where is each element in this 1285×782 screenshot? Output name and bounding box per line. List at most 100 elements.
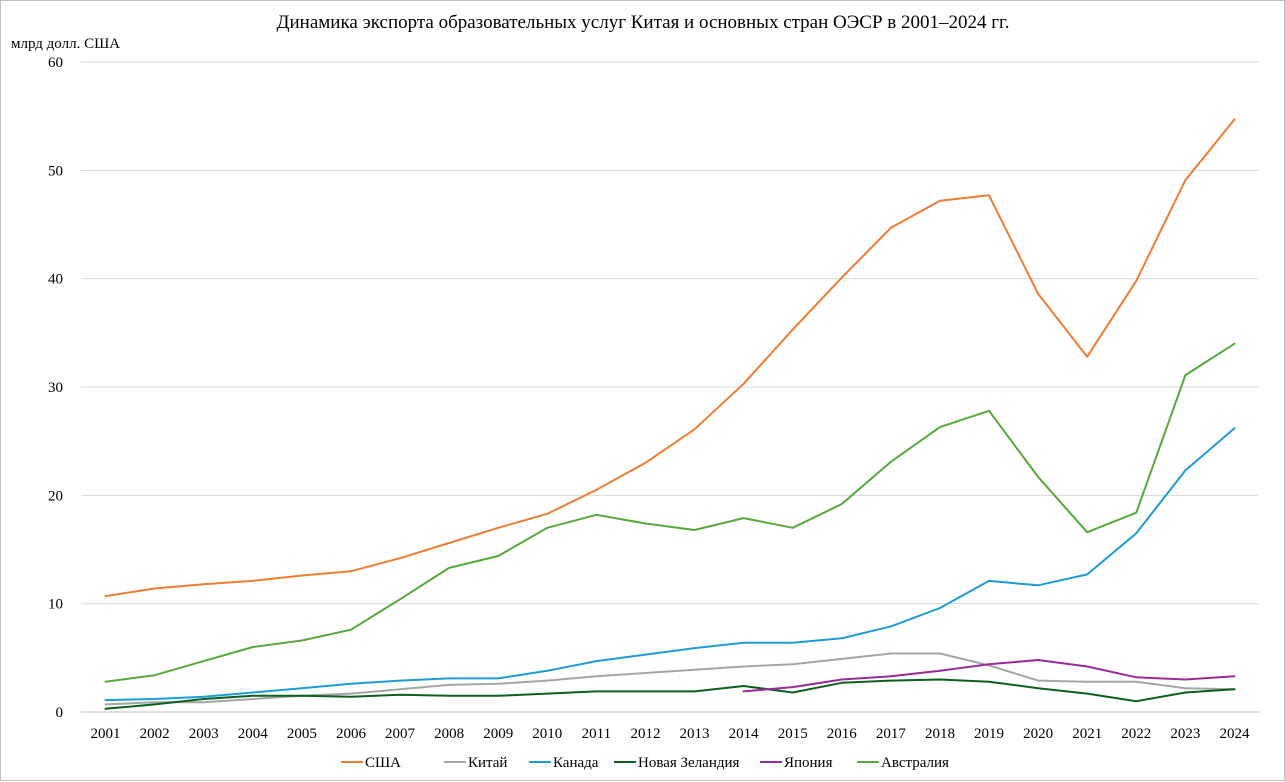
data-point	[742, 517, 745, 519]
series-points-2	[104, 427, 1236, 701]
data-point	[202, 696, 205, 698]
legend-item: Япония	[760, 755, 833, 771]
data-point	[840, 503, 843, 505]
data-point	[1135, 280, 1138, 282]
data-point	[251, 580, 254, 582]
data-point	[890, 625, 892, 628]
data-point	[988, 680, 990, 683]
data-point	[939, 678, 941, 681]
data-point	[104, 680, 107, 683]
legend-label: Япония	[784, 755, 833, 771]
y-tick-label: 50	[48, 163, 63, 179]
data-point	[1135, 532, 1138, 535]
data-point	[791, 641, 794, 644]
data-point	[742, 382, 745, 385]
x-tick-label: 2022	[1121, 726, 1151, 742]
data-point	[251, 694, 254, 697]
series-line-3	[104, 678, 1236, 710]
data-point	[644, 690, 647, 693]
data-point	[1135, 700, 1138, 702]
x-tick-label: 2024	[1219, 726, 1250, 742]
data-point	[791, 663, 794, 666]
data-point	[1184, 687, 1187, 689]
data-point	[791, 686, 794, 688]
data-point	[497, 555, 500, 557]
data-point	[988, 410, 990, 412]
data-point	[1086, 665, 1089, 668]
data-point	[546, 527, 549, 529]
series-points-0	[104, 118, 1236, 597]
data-point	[546, 512, 549, 515]
data-point	[399, 598, 401, 601]
data-point	[202, 583, 205, 585]
x-tick-label: 2005	[287, 726, 317, 742]
data-point	[104, 707, 107, 710]
data-point	[890, 460, 892, 463]
data-point	[742, 685, 745, 687]
data-point	[251, 691, 254, 694]
data-point	[939, 652, 941, 655]
data-point	[104, 595, 107, 597]
y-tick-label: 30	[48, 380, 63, 396]
data-point	[202, 698, 205, 700]
series-line-0	[104, 118, 1236, 598]
data-point	[546, 670, 549, 672]
x-tick-label: 2001	[91, 726, 121, 742]
data-point	[350, 570, 352, 572]
data-point	[497, 527, 500, 529]
data-point	[742, 690, 745, 693]
data-point	[1135, 676, 1138, 679]
data-point	[1184, 179, 1187, 181]
data-point	[1233, 427, 1236, 429]
legend-item: Австралия	[857, 755, 949, 771]
data-point	[104, 703, 107, 706]
x-axis-ticks: 2001 2002 2003 2004 2005 2006 2007 2008 2009 2010…	[91, 726, 1250, 742]
data-point	[1233, 675, 1236, 678]
data-point	[399, 679, 401, 682]
data-point	[546, 679, 549, 682]
x-tick-label: 2002	[140, 726, 170, 742]
series-points-5	[104, 342, 1236, 683]
data-point	[644, 672, 647, 674]
x-tick-label: 2021	[1072, 726, 1102, 742]
data-point	[1086, 573, 1089, 576]
data-point	[693, 529, 696, 531]
data-point	[693, 428, 696, 431]
data-point	[497, 683, 500, 685]
data-point	[693, 647, 696, 649]
data-point	[448, 677, 450, 680]
data-point	[1037, 584, 1039, 587]
legend-label: Австралия	[881, 755, 949, 771]
gridlines	[81, 61, 1259, 713]
data-point	[595, 690, 598, 693]
x-tick-label: 2014	[729, 726, 760, 742]
x-tick-label: 2009	[483, 726, 513, 742]
x-tick-label: 2011	[582, 726, 611, 742]
data-point	[350, 696, 352, 698]
x-tick-label: 2018	[925, 726, 955, 742]
data-point	[350, 628, 352, 631]
series-points-4	[742, 659, 1236, 693]
data-point	[301, 639, 303, 642]
x-tick-label: 2017	[876, 726, 907, 742]
data-point	[1086, 531, 1089, 533]
data-point	[497, 677, 500, 680]
x-tick-label: 2023	[1170, 726, 1200, 742]
data-point	[301, 694, 303, 697]
data-point	[939, 426, 941, 428]
data-point	[1233, 342, 1236, 345]
data-point	[1184, 374, 1187, 376]
data-point	[1233, 688, 1236, 691]
data-point	[840, 658, 843, 660]
data-point	[251, 646, 254, 648]
data-point	[988, 663, 990, 666]
data-point	[1086, 680, 1089, 683]
legend-item: Канада	[529, 755, 599, 771]
data-point	[202, 660, 205, 662]
data-point	[1184, 678, 1187, 681]
x-tick-label: 2003	[189, 726, 219, 742]
data-point	[350, 692, 352, 695]
series-line-5	[104, 342, 1236, 683]
data-point	[988, 194, 990, 197]
data-point	[595, 489, 598, 491]
